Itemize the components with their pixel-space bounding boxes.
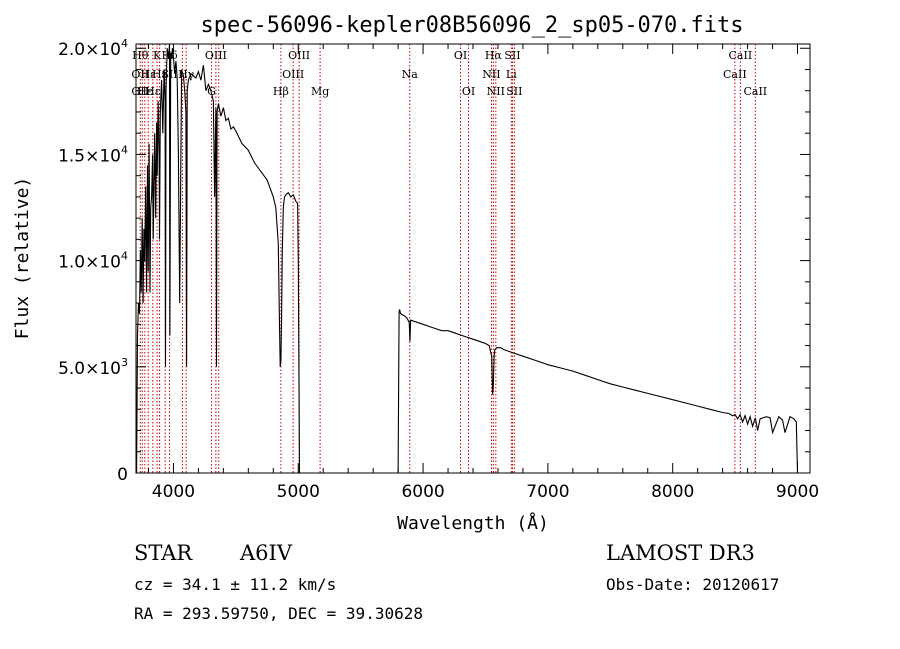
line-marker-label: CaII: [729, 49, 753, 62]
object-class: STAR: [134, 541, 193, 565]
line-marker-label: Hε: [137, 85, 153, 98]
line-marker-label: Mg: [311, 85, 329, 98]
x-tick-label: 6000: [401, 482, 444, 502]
line-marker-label: Li: [506, 68, 517, 81]
obs-date: Obs-Date: 20120617: [606, 575, 779, 594]
line-marker-label: Hβ: [273, 85, 289, 98]
line-marker-label: Hε: [145, 85, 161, 98]
coordinates: RA = 293.59750, DEC = 39.30628: [134, 604, 423, 623]
line-marker-label: SII: [504, 49, 520, 62]
object-subclass: A6IV: [239, 541, 293, 565]
x-axis-label: Wavelength (Å): [397, 512, 549, 534]
line-marker-label: OI: [454, 49, 467, 62]
line-markers: [139, 44, 756, 473]
spectrum-line: [135, 43, 799, 474]
line-marker-label: K: [153, 49, 162, 62]
line-marker-label: OIII: [282, 68, 304, 81]
line-marker-label: Hθ: [132, 49, 149, 62]
y-tick-label: 5.0×103: [58, 356, 128, 379]
line-marker-label: Hε: [141, 68, 157, 81]
line-marker-label: OI: [462, 85, 475, 98]
line-marker-label: Hα: [485, 49, 503, 62]
line-marker-label: OIII: [288, 49, 310, 62]
line-marker-label: NII: [487, 85, 505, 98]
x-tick-label: 9000: [776, 482, 819, 502]
redshift-cz: cz = 34.1 ± 11.2 km/s: [134, 575, 336, 594]
line-marker-label: SII: [506, 85, 522, 98]
x-tick-label: 8000: [651, 482, 694, 502]
x-tick-label: 7000: [526, 482, 569, 502]
x-tick-label: 5000: [277, 482, 320, 502]
line-marker-label: CaII: [743, 85, 767, 98]
y-tick-label: 0: [117, 465, 128, 485]
x-axis-ticks: 4000 5000 6000 7000 8000 9000: [147, 44, 819, 502]
y-tick-label: 2.0×104: [58, 37, 128, 60]
line-marker-label: NII: [482, 68, 500, 81]
line-marker-label: OIII: [205, 49, 227, 62]
x-tick-label: 4000: [152, 482, 195, 502]
survey-name: LAMOST DR3: [606, 541, 755, 565]
line-marker-label: CaII: [723, 68, 747, 81]
y-tick-label: 1.0×104: [58, 250, 128, 273]
line-marker-label: Na: [402, 68, 419, 81]
chart-title: spec-56096-kepler08B56096_2_sp05-070.fit…: [200, 13, 743, 38]
y-axis-ticks: 0 5.0×103 1.0×104 1.5×104 2.0×104: [58, 37, 810, 485]
y-axis-label: Flux (relative): [12, 177, 33, 340]
y-tick-label: 1.5×104: [58, 143, 128, 166]
